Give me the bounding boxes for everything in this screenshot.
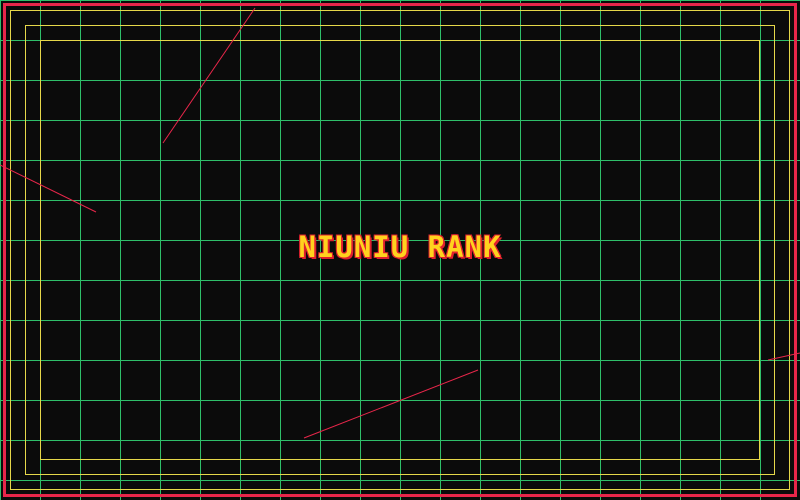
streak (767, 352, 800, 361)
streak (303, 369, 479, 439)
yellow-frame-inner (40, 40, 760, 460)
game-title: NIUNIU RANK (298, 230, 502, 264)
yellow-frame-middle (25, 25, 775, 475)
outer-red-frame (3, 3, 797, 497)
yellow-frame-outer (10, 10, 790, 490)
streak (162, 7, 256, 144)
streak (0, 164, 97, 213)
